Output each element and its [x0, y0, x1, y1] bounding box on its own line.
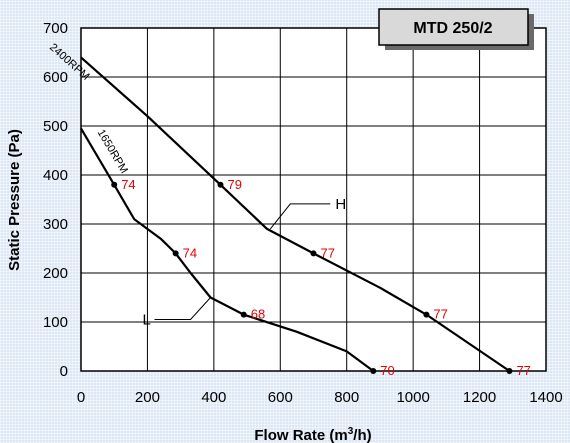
x-axis-title: Flow Rate (m3/h): [254, 426, 371, 443]
x-axis-title-end: /h): [353, 427, 371, 443]
point-label: 74: [121, 177, 135, 192]
x-tick-label: 1200: [463, 389, 496, 406]
point-label: 79: [228, 177, 242, 192]
annotation-label: H: [335, 196, 346, 213]
plot-frame: [80, 27, 547, 372]
annotations: HL: [143, 196, 347, 329]
grid: [80, 27, 547, 372]
tick-labels: 0 200 400 600 800 1000 1200 1400 0 100 200 300 400 50…: [43, 20, 563, 406]
x-tick-label: 0: [77, 389, 85, 406]
y-tick-label: 400: [43, 167, 68, 184]
x-axis-title-sup: 3: [348, 426, 354, 437]
x-tick-label: 1400: [529, 389, 562, 406]
x-tick-label: 200: [135, 389, 160, 406]
y-tick-label: 500: [43, 118, 68, 135]
point-label: 77: [433, 307, 447, 322]
data-point: [310, 250, 317, 257]
point-label: 77: [516, 363, 530, 378]
data-point: [111, 181, 118, 188]
y-tick-label: 600: [43, 69, 68, 86]
x-tick-label: 600: [268, 389, 293, 406]
x-tick-label: 400: [201, 389, 226, 406]
y-tick-label: 700: [43, 20, 68, 37]
point-label: 68: [251, 307, 265, 322]
point-label: 74: [183, 245, 197, 260]
data-point: [217, 181, 224, 188]
annotation-label: L: [143, 312, 151, 329]
y-tick-label: 100: [43, 314, 68, 331]
title-box-bg: [378, 8, 529, 46]
data-point: [506, 368, 513, 374]
data-point: [370, 368, 377, 374]
title-box: MTD 250/2: [378, 8, 534, 50]
y-tick-label: 0: [60, 363, 68, 380]
y-tick-label: 200: [43, 265, 68, 282]
point-label: 77: [321, 245, 335, 260]
series-line-2400RPM: [80, 56, 511, 372]
data-point: [240, 311, 247, 318]
plot-area: [81, 28, 546, 371]
chart-title: MTD 250/2: [413, 20, 492, 37]
data-point: [423, 311, 430, 318]
x-tick-label: 800: [334, 389, 359, 406]
x-axis-title-main: Flow Rate (m: [254, 427, 347, 443]
annotation-leader: [269, 203, 331, 230]
data-point: [172, 250, 179, 257]
y-axis-title: Static Pressure (Pa): [6, 129, 23, 271]
annotation-leader: [154, 297, 211, 320]
y-tick-label: 300: [43, 216, 68, 233]
series-line-1650RPM: [80, 127, 374, 372]
x-tick-label: 1000: [396, 389, 429, 406]
point-label: 70: [380, 363, 394, 378]
